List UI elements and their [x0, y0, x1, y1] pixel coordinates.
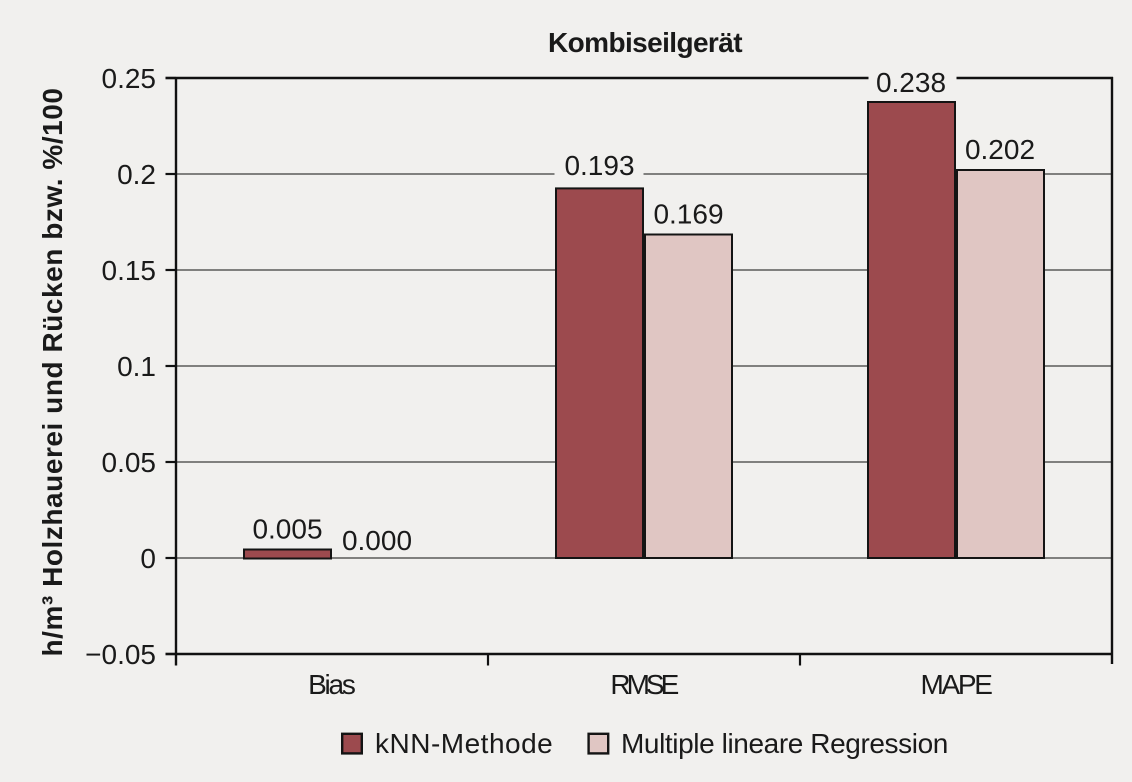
- svg-text:0.000: 0.000: [342, 525, 412, 556]
- svg-text:0.1: 0.1: [117, 351, 156, 382]
- svg-text:Multiple lineare Regression: Multiple lineare Regression: [621, 728, 948, 759]
- svg-text:Kombiseilgerät: Kombiseilgerät: [548, 27, 742, 58]
- svg-text:0.193: 0.193: [564, 150, 634, 181]
- svg-text:kNN-Methode: kNN-Methode: [375, 728, 553, 759]
- svg-text:0: 0: [140, 543, 156, 574]
- svg-text:0.25: 0.25: [102, 63, 157, 94]
- svg-text:0.15: 0.15: [102, 255, 157, 286]
- svg-text:RMSE: RMSE: [610, 669, 678, 700]
- svg-text:0.169: 0.169: [653, 199, 723, 230]
- svg-text:0.2: 0.2: [117, 159, 156, 190]
- svg-text:0.005: 0.005: [252, 514, 322, 545]
- svg-text:Bias: Bias: [308, 669, 355, 700]
- svg-text:0.202: 0.202: [965, 134, 1035, 165]
- svg-text:−0.05: −0.05: [85, 639, 156, 670]
- svg-text:0.05: 0.05: [102, 447, 157, 478]
- svg-text:MAPE: MAPE: [921, 669, 993, 700]
- svg-text:h/m³ Holzhauerei und Rücken bz: h/m³ Holzhauerei und Rücken bzw. %/100: [37, 87, 68, 656]
- svg-text:0.238: 0.238: [876, 67, 946, 98]
